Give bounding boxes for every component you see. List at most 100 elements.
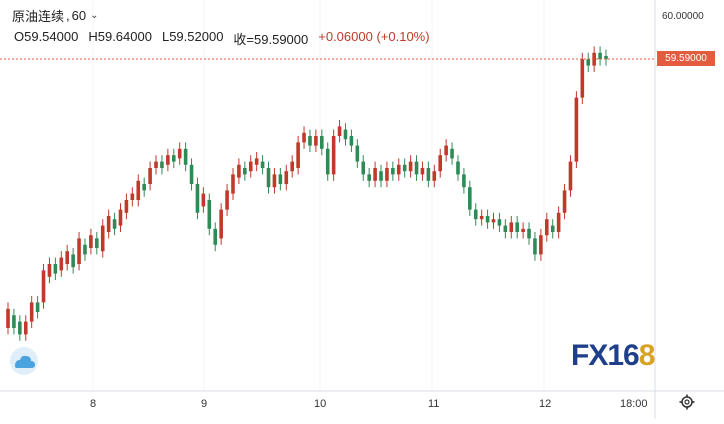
- candle-body: [491, 219, 496, 223]
- candle-body: [148, 168, 152, 184]
- candle-body: [592, 52, 596, 66]
- candle-body: [604, 56, 608, 60]
- time-label-10: 10: [314, 398, 327, 410]
- candle-body: [266, 168, 271, 188]
- current-price-tag: 59.59000: [657, 51, 715, 66]
- candle-body: [201, 193, 206, 207]
- candle-body: [556, 212, 561, 232]
- candle-body: [302, 132, 306, 143]
- candle-body: [130, 193, 135, 200]
- candle-body: [337, 126, 342, 136]
- candle-body: [586, 59, 591, 66]
- candle-body: [432, 171, 437, 181]
- interval-label: 60: [71, 7, 87, 23]
- ohlc-row: O59.54000 H59.64000 L59.52000 收=59.59000…: [14, 29, 430, 47]
- candle-body: [89, 235, 93, 248]
- close-value: 收=59.59000: [233, 32, 309, 47]
- candle-body: [402, 164, 407, 172]
- candle-body: [189, 164, 194, 184]
- candle-body: [574, 97, 579, 162]
- watermark-main: FX16: [571, 339, 640, 372]
- candle-body: [160, 161, 164, 168]
- candle-body: [118, 209, 123, 226]
- watermark-accent: 8: [638, 339, 656, 372]
- candle-body: [331, 136, 336, 175]
- candle-body: [154, 161, 158, 168]
- candle-body: [83, 244, 87, 255]
- candle-body: [195, 184, 200, 213]
- candle-body: [450, 148, 454, 159]
- low-value: L59.52000: [161, 29, 224, 44]
- candle-body: [243, 168, 247, 175]
- candle-body: [355, 145, 360, 162]
- candle-body: [35, 302, 40, 312]
- fx168-watermark: FX168: [571, 339, 656, 373]
- candle-body: [106, 216, 111, 232]
- candle-body: [379, 171, 383, 181]
- candle-body: [260, 161, 265, 168]
- time-label-12: 12: [539, 398, 552, 410]
- candle-body: [462, 174, 466, 188]
- candle-body: [533, 238, 537, 255]
- gear-icon[interactable]: [679, 394, 695, 410]
- chevron-down-icon[interactable]: ⌄: [90, 9, 99, 21]
- candle-body: [177, 148, 182, 159]
- time-label-1800: 18:00: [620, 398, 648, 410]
- candle-body: [29, 302, 34, 322]
- candle-body: [509, 222, 514, 232]
- candle-body: [550, 225, 555, 232]
- candle-body: [248, 161, 253, 172]
- price-axis-top-label: 60.00000: [662, 11, 704, 22]
- candle-body: [100, 225, 105, 252]
- candle-body: [77, 238, 81, 264]
- candle-body: [237, 164, 241, 178]
- candle-body: [71, 254, 75, 268]
- candle-body: [213, 228, 218, 245]
- candle-body: [391, 168, 395, 175]
- candle-body: [308, 136, 312, 146]
- candle-body: [136, 180, 141, 200]
- symbol-header[interactable]: 原油连续 , 60 ⌄: [12, 5, 99, 25]
- candle-body: [320, 136, 324, 149]
- candle-body: [385, 168, 389, 181]
- candle-body: [314, 136, 318, 146]
- candle-body: [284, 171, 289, 184]
- candle-body: [438, 155, 443, 172]
- candle-body: [6, 308, 10, 328]
- candle-body: [272, 174, 277, 188]
- candle-body: [47, 264, 52, 277]
- candle-body: [598, 52, 602, 60]
- candle-body: [112, 219, 117, 229]
- time-label-8: 8: [90, 398, 97, 410]
- candle-body: [473, 209, 478, 220]
- change-value: +0.06000 (+0.10%): [318, 29, 430, 44]
- candle-body: [396, 164, 401, 175]
- candle-body: [41, 270, 46, 303]
- candle-body: [296, 142, 300, 168]
- candle-body: [171, 155, 176, 162]
- candle-body: [12, 315, 16, 328]
- candle-body: [580, 59, 585, 98]
- candle-body: [254, 158, 259, 165]
- candle-body: [444, 145, 448, 156]
- candle-body: [539, 235, 543, 255]
- candle-body: [568, 161, 573, 191]
- candle-body: [420, 168, 425, 175]
- candle-body: [142, 184, 146, 191]
- candle-body: [65, 251, 70, 264]
- candle-body: [343, 129, 348, 140]
- symbol-name: 原油连续: [12, 8, 65, 24]
- time-label-9: 9: [201, 398, 208, 410]
- symbol-separator: ,: [66, 7, 70, 23]
- high-value: H59.64000: [88, 29, 152, 44]
- candle-body: [349, 136, 354, 146]
- time-label-11: 11: [428, 398, 440, 410]
- candle-body: [503, 225, 508, 232]
- candle-body: [562, 190, 567, 213]
- candle-body: [207, 200, 212, 229]
- candle-body: [456, 161, 460, 175]
- candle-body: [124, 200, 129, 213]
- candle-body: [278, 174, 283, 184]
